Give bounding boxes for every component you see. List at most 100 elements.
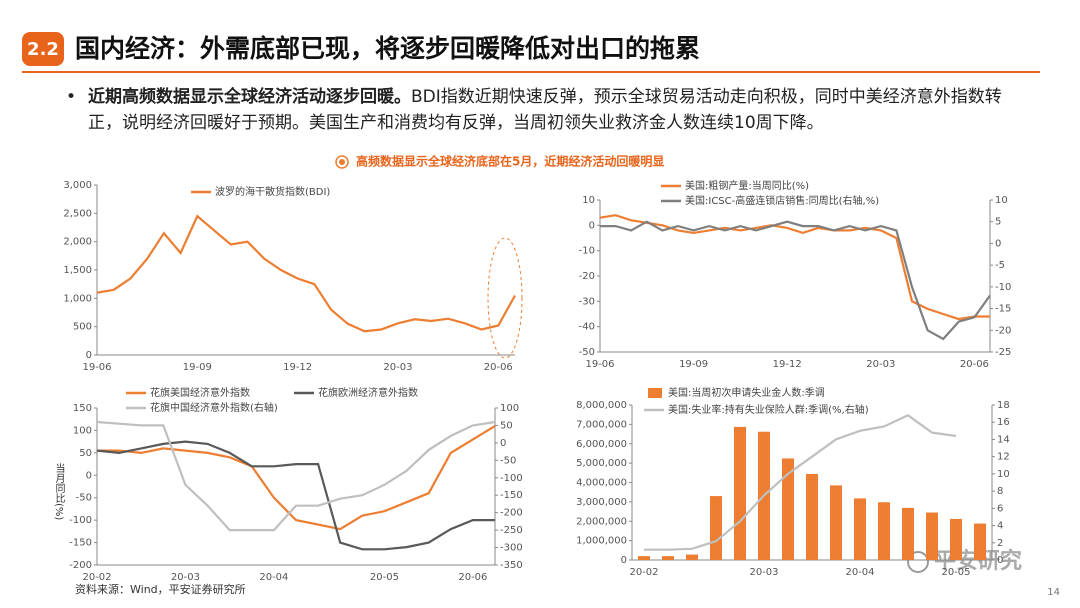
y-tick-label: 100 (500, 403, 519, 414)
legend-label: 美国:粗钢产量:当周同比(%) (685, 179, 809, 192)
x-tick-label: 20-06 (960, 359, 989, 370)
y-tick-label: 0 (589, 220, 595, 231)
y-tick-label: 500 (73, 322, 92, 333)
bar (974, 523, 986, 560)
legend-label: 花旗欧洲经济意外指数 (318, 386, 418, 399)
bar (950, 518, 962, 560)
y-tick-label: 50 (500, 420, 513, 431)
y-tick-label: -200 (500, 508, 523, 519)
bar (878, 502, 890, 560)
y-tick-label: -10 (579, 246, 595, 257)
y-tick-label: 2,000,000 (576, 516, 627, 527)
title-icon-dot (339, 159, 345, 165)
bullet-bold: 近期高频数据显示全球经济活动逐步回暖。 (88, 87, 411, 107)
slide-title: 国内经济：外需底部已现，将逐步回暖降低对出口的拖累 (75, 34, 700, 63)
bar (926, 512, 938, 560)
legend-label: 美国:当周初次申请失业金人数:季调 (668, 386, 825, 399)
bullet-text: 近期高频数据显示全球经济活动逐步回暖。BDI指数近期快速反弹，预示全球贸易活动走… (88, 84, 1016, 136)
y-tick-label: 1,500 (63, 265, 92, 276)
y-tick-label: -40 (579, 322, 595, 333)
y-tick-label: 2,500 (63, 208, 92, 219)
y-tick-label: 8,000,000 (576, 400, 627, 411)
y-tick-label: -250 (500, 525, 523, 536)
bullet: • 近期高频数据显示全球经济活动逐步回暖。BDI指数近期快速反弹，预示全球贸易活动… (66, 84, 1016, 136)
y-tick-label: -20 (579, 271, 595, 282)
y-tick-label: -20 (995, 325, 1011, 336)
legend-label: 花旗美国经济意外指数 (150, 386, 250, 399)
y-tick-label: 0 (500, 438, 506, 449)
series-line (96, 420, 496, 532)
x-tick-label: 19-12 (773, 359, 802, 370)
y-tick-label: 4 (997, 521, 1003, 532)
y-tick-label: 8 (997, 486, 1003, 497)
highlight-ellipse (487, 237, 523, 359)
series-line (600, 220, 991, 341)
y-tick-label: 0 (995, 238, 1001, 249)
y-tick-label: 12 (997, 452, 1010, 463)
y-tick-label: -100 (69, 515, 92, 526)
series-line (96, 214, 516, 333)
x-tick-label: 20-05 (370, 572, 399, 583)
x-tick-label: 20-03 (383, 362, 412, 373)
section-badge (22, 32, 64, 66)
series-line (96, 440, 495, 551)
bar (734, 426, 746, 560)
bar (854, 498, 866, 560)
x-tick-label: 19-09 (679, 359, 708, 370)
bullet-body: BDI指数近期快速反弹，预示全球贸易活动走向积极，同时中美经济意外指数转正，说明… (88, 87, 1002, 133)
y-tick-label: 16 (997, 417, 1010, 428)
x-tick-label: 19-09 (183, 362, 212, 373)
y-tick-label: -50 (76, 493, 92, 504)
x-tick-label: 20-04 (845, 567, 874, 578)
chart-title: 高频数据显示全球经济底部在5月，近期经济活动回暖明显 (356, 154, 664, 169)
y-tick-label: 10 (997, 469, 1010, 480)
y-tick-label: -350 (500, 560, 523, 571)
series-line (644, 414, 957, 551)
y-tick-label: 7,000,000 (576, 419, 627, 430)
y-tick-label: 0 (997, 555, 1003, 566)
y-tick-label: 18 (997, 400, 1010, 411)
y-tick-label: -100 (500, 473, 523, 484)
x-tick-label: 20-02 (82, 572, 111, 583)
y-tick-label: 1,000 (63, 293, 92, 304)
y-tick-label: -15 (995, 304, 1011, 315)
x-tick-label: 20-05 (941, 567, 970, 578)
bar (686, 554, 698, 560)
legend-swatch (648, 388, 662, 398)
y-tick-label: 150 (73, 403, 92, 414)
y-tick-label: 14 (997, 434, 1010, 445)
y-tick-label: 10 (995, 195, 1008, 206)
y-tick-label: -50 (500, 455, 516, 466)
x-tick-label: 19-06 (585, 359, 614, 370)
bar (638, 556, 650, 560)
x-tick-label: 20-02 (629, 567, 658, 578)
y-tick-label: 0 (86, 350, 92, 361)
y-tick-label: 6 (997, 503, 1003, 514)
x-tick-label: 20-03 (171, 572, 200, 583)
y-tick-label: -50 (579, 347, 595, 358)
y-tick-label: 3,000 (63, 180, 92, 191)
bar (902, 507, 914, 560)
y-tick-label: 3,000,000 (576, 497, 627, 508)
bar (830, 485, 842, 560)
legend-label: 波罗的海干散货指数(BDI) (215, 185, 330, 198)
y-tick-label: 6,000,000 (576, 439, 627, 450)
x-tick-label: 20-03 (749, 567, 778, 578)
y-tick-label: 4,000,000 (576, 478, 627, 489)
x-tick-label: 19-12 (283, 362, 312, 373)
y-tick-label: 100 (73, 425, 92, 436)
y-tick-label: -30 (579, 296, 595, 307)
x-tick-label: 20-06 (458, 572, 487, 583)
bar (782, 458, 794, 560)
bar (710, 496, 722, 560)
x-tick-label: 20-03 (866, 359, 895, 370)
page-number: 14 (1047, 587, 1060, 598)
y-tick-label: 0 (621, 555, 627, 566)
source: 资料来源：Wind，平安证券研究所 (75, 582, 246, 596)
legend-label: 美国:失业率:持有失业保险人群:季调(%,右轴) (668, 403, 869, 416)
y-tick-label: 10 (582, 195, 595, 206)
y-tick-label: 5,000,000 (576, 458, 627, 469)
series-line (599, 214, 990, 321)
